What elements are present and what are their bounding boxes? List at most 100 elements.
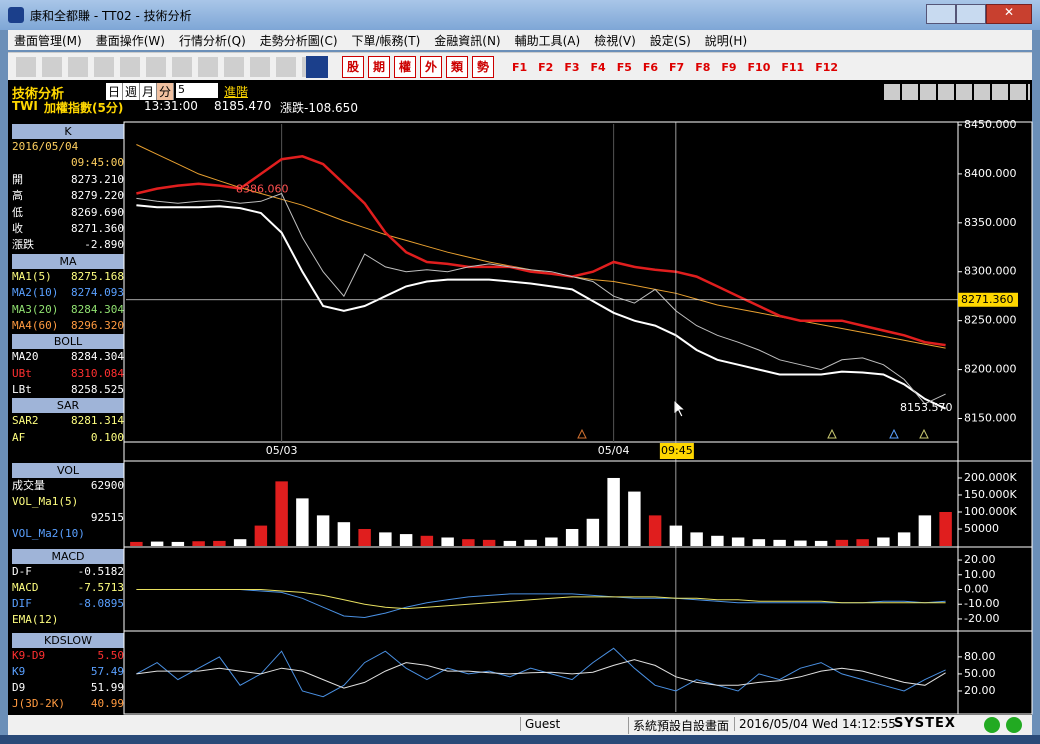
menu-item[interactable]: 下單/帳務(T) bbox=[351, 33, 421, 48]
quote-time: 13:31:00 bbox=[144, 99, 198, 113]
indicator-value: 8279.220 bbox=[71, 189, 124, 203]
interval-select[interactable]: 5 bbox=[176, 83, 218, 98]
function-key[interactable]: F4 bbox=[590, 61, 606, 74]
function-key[interactable]: F8 bbox=[695, 61, 711, 74]
indicator-label: 高 bbox=[12, 189, 23, 203]
taskbar bbox=[0, 735, 1040, 744]
indicator-row: K9-D9 5.50 bbox=[12, 648, 124, 664]
market-button[interactable]: 權 bbox=[394, 56, 416, 78]
volume-bar bbox=[669, 525, 683, 546]
indicator-label: MACD bbox=[12, 581, 39, 594]
indicator-group: MACD D-F -0.5182 MACD -7.5713 DIF -8.0895 EMA(1… bbox=[12, 549, 124, 628]
volume-bar bbox=[296, 498, 309, 546]
function-key[interactable]: F6 bbox=[642, 61, 659, 74]
minimize-button[interactable] bbox=[926, 4, 956, 24]
indicator-value: -8.0895 bbox=[77, 597, 124, 610]
indicator-row: 2016/05/04 bbox=[12, 139, 124, 155]
indicator-value: 8275.168 bbox=[71, 269, 124, 283]
menu-item[interactable]: 輔助工具(A) bbox=[514, 33, 581, 48]
function-key[interactable]: F7 bbox=[669, 61, 685, 74]
indicator-label: 低 bbox=[12, 205, 23, 219]
indicator-row: VOL_Ma2(10) bbox=[12, 526, 124, 542]
market-button[interactable]: 勢 bbox=[472, 56, 494, 78]
volume-bar bbox=[565, 528, 579, 546]
indicator-heading: VOL bbox=[12, 463, 124, 478]
indicator-label: K9-D9 bbox=[12, 649, 46, 662]
indicator-row: LBt 8258.525 bbox=[12, 382, 124, 398]
function-key[interactable]: F3 bbox=[564, 61, 580, 74]
indicator-label: 成交量 bbox=[12, 479, 45, 492]
menu-item[interactable]: 說明(H) bbox=[704, 33, 748, 48]
function-key[interactable]: F11 bbox=[781, 61, 805, 74]
menu-item[interactable]: 行情分析(Q) bbox=[178, 33, 246, 48]
menu-item[interactable]: 設定(S) bbox=[649, 33, 691, 48]
market-button[interactable]: 期 bbox=[368, 56, 390, 78]
volume-bar bbox=[731, 537, 745, 546]
indicator-value: 40.99 bbox=[90, 697, 124, 710]
function-keys: F1 F2 F3 F4 F5 F6 F7 F8 F9 F10 F11 F12 bbox=[512, 60, 849, 74]
volume-bar bbox=[814, 540, 828, 546]
indicator-heading: KDSLOW bbox=[12, 633, 124, 648]
period-tab[interactable]: 日 bbox=[106, 83, 124, 100]
volume-bar bbox=[337, 522, 351, 546]
menu-item[interactable]: 畫面操作(W) bbox=[95, 33, 165, 48]
volume-bar bbox=[462, 539, 475, 546]
indicator-group: KDSLOW K9-D9 5.50 K9 57.49 D9 51.99 J(3D-2K) 40.… bbox=[12, 633, 124, 712]
indicator-row: UBt 8310.084 bbox=[12, 366, 124, 382]
tool-icons[interactable] bbox=[16, 57, 316, 77]
volume-bar bbox=[150, 541, 164, 546]
period-tabs: 日週月分 bbox=[106, 83, 175, 100]
volume-bar bbox=[628, 491, 641, 546]
y-tick-label: 8300.000 bbox=[964, 265, 1017, 278]
symbol: TWI bbox=[12, 99, 38, 113]
period-tab[interactable]: 月 bbox=[140, 83, 158, 100]
cursor-time: 09:45 bbox=[661, 444, 693, 457]
indicator-heading: MA bbox=[12, 253, 124, 269]
chart-frame bbox=[123, 121, 1033, 715]
period-tab[interactable]: 分 bbox=[157, 83, 175, 100]
function-key[interactable]: F12 bbox=[815, 61, 839, 74]
series-line bbox=[136, 589, 946, 610]
function-key[interactable]: F2 bbox=[538, 61, 554, 74]
y-tick-label: 8350.000 bbox=[964, 216, 1017, 229]
function-key[interactable]: F1 bbox=[512, 61, 528, 74]
y-tick-label: 80.00 bbox=[964, 650, 996, 663]
menu-item[interactable]: 畫面管理(M) bbox=[14, 33, 82, 48]
y-tick-label: -20.00 bbox=[964, 612, 999, 625]
indicator-heading: BOLL bbox=[12, 334, 124, 350]
indicator-value: 8310.084 bbox=[71, 366, 124, 380]
indicator-label: J(3D-2K) bbox=[12, 697, 65, 710]
chart-tools[interactable] bbox=[884, 84, 1030, 100]
menu-item[interactable]: 檢視(V) bbox=[594, 33, 636, 48]
y-tick-label: 0.00 bbox=[964, 583, 989, 596]
function-key[interactable]: F9 bbox=[721, 61, 737, 74]
indicator-label: VOL_Ma1(5) bbox=[12, 495, 79, 508]
volume-bar bbox=[171, 541, 185, 546]
menu-item[interactable]: 走勢分析圖(C) bbox=[259, 33, 338, 48]
menu-item[interactable]: 金融資訊(N) bbox=[434, 33, 501, 48]
y-tick-label: 20.00 bbox=[964, 684, 996, 697]
advanced-link[interactable]: 進階 bbox=[224, 85, 249, 99]
status-layout: 系統預設自設畫面 bbox=[628, 717, 729, 734]
function-key[interactable]: F5 bbox=[616, 61, 632, 74]
indicator-value: 8284.304 bbox=[71, 302, 124, 316]
close-button[interactable]: ✕ bbox=[986, 4, 1032, 24]
indicator-row: 開 8273.210 bbox=[12, 172, 124, 188]
indicator-value: 8296.320 bbox=[71, 318, 124, 332]
volume-bar bbox=[358, 528, 371, 546]
indicator-row: VOL_Ma1(5) bbox=[12, 494, 124, 510]
indicator-value: -0.5182 bbox=[77, 565, 124, 578]
indicator-value: 8269.690 bbox=[71, 205, 124, 219]
indicator-row: SAR2 8281.314 bbox=[12, 413, 124, 429]
market-button[interactable]: 外 bbox=[420, 56, 442, 78]
indicator-heading: K bbox=[12, 124, 124, 139]
volume-bar bbox=[607, 477, 620, 546]
y-tick-label: -10.00 bbox=[964, 597, 999, 610]
maximize-button[interactable] bbox=[956, 4, 986, 24]
function-key[interactable]: F10 bbox=[747, 61, 771, 74]
period-tab[interactable]: 週 bbox=[123, 83, 141, 100]
quote-change: 漲跌-108.650 bbox=[280, 101, 358, 115]
market-button[interactable]: 類 bbox=[446, 56, 468, 78]
logo-button[interactable] bbox=[306, 56, 328, 78]
market-button[interactable]: 股 bbox=[342, 56, 364, 78]
